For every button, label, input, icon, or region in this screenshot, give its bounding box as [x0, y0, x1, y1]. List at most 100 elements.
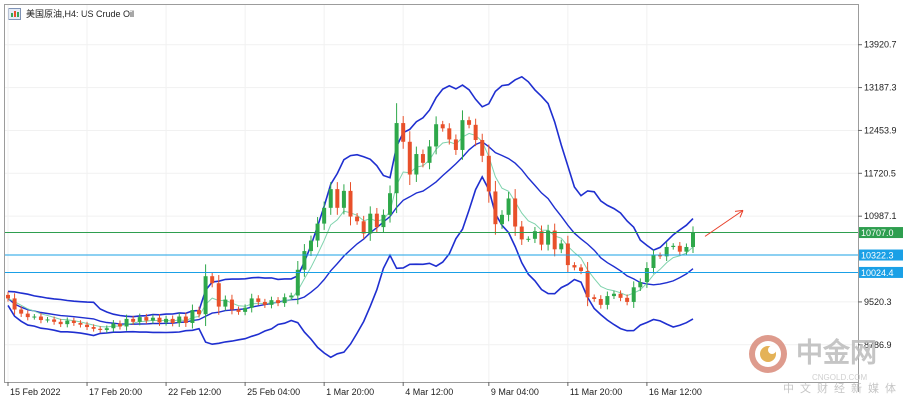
candle-body — [38, 316, 43, 321]
candle-body — [579, 267, 584, 271]
candle-body — [111, 323, 116, 329]
watermark-text: 中金网 — [796, 337, 877, 368]
candle-body — [289, 295, 294, 298]
level-price-tag — [859, 227, 903, 239]
candle-body — [236, 309, 241, 312]
candle-body — [440, 124, 445, 129]
candle-body — [381, 214, 386, 228]
candle-body — [611, 293, 616, 297]
candle-body — [295, 269, 300, 296]
candle-body — [183, 316, 188, 323]
candle-body — [447, 128, 452, 140]
watermark-logo-icon — [749, 335, 787, 373]
time-tick-label: 25 Feb 04:00 — [247, 387, 300, 397]
time-tick-label: 11 Mar 20:00 — [570, 387, 622, 397]
candle-body — [480, 140, 485, 156]
time-tick-label: 4 Mar 12:00 — [405, 387, 453, 397]
candle-body — [124, 318, 129, 327]
candle-body — [117, 323, 122, 327]
candle-body — [532, 231, 537, 239]
time-tick-label: 17 Feb 20:00 — [89, 387, 142, 397]
candle-body — [164, 318, 169, 323]
candle-body — [45, 319, 50, 321]
price-tick-label: 13920.7 — [864, 40, 897, 50]
candle-body — [414, 154, 419, 175]
candle-body — [625, 297, 630, 302]
candle-body — [644, 268, 649, 283]
candle-body — [513, 198, 518, 227]
time-tick-label: 16 Mar 12:00 — [649, 387, 702, 397]
middle-band-line — [7, 141, 694, 325]
candle-body — [85, 324, 90, 328]
watermark: 中金网 中文财经新媒体 CNGOLD.COM — [749, 335, 896, 395]
time-axis: 15 Feb 2022 17 Feb 20:00 22 Feb 12:00 25 Fe… — [7, 382, 702, 397]
candle-body — [592, 297, 597, 300]
candle-body — [467, 120, 472, 125]
candle-body — [539, 231, 544, 245]
candle-body — [401, 123, 406, 142]
time-tick-label: 9 Mar 04:00 — [491, 387, 539, 397]
candle-body — [651, 255, 656, 269]
candle-body — [322, 207, 327, 224]
arrow-shaft — [704, 209, 744, 237]
candle-body — [526, 238, 531, 240]
upper-band-line — [7, 75, 694, 318]
candle-body — [276, 300, 281, 304]
candle-body — [104, 328, 109, 330]
price-tick-label: 9520.3 — [864, 297, 892, 307]
candle-body — [453, 139, 458, 150]
time-tick-label: 1 Mar 20:00 — [326, 387, 374, 397]
candle-body — [348, 190, 353, 217]
level-price-tag — [859, 249, 903, 261]
price-tick-label: 10987.1 — [864, 211, 897, 221]
candle-body — [355, 216, 360, 222]
candle-body — [6, 294, 10, 299]
candle-body — [434, 124, 439, 147]
candle-body — [203, 276, 208, 315]
candle-body — [493, 191, 498, 225]
candle-body — [565, 243, 570, 266]
candle-body — [499, 214, 504, 225]
projection-arrow — [704, 209, 744, 237]
candle-body — [361, 221, 366, 234]
candle-body — [368, 213, 373, 234]
candle-body — [638, 282, 643, 288]
bollinger-bands — [7, 75, 694, 359]
price-tick-label: 12453.9 — [864, 125, 897, 135]
candle-body — [394, 123, 399, 194]
candle-body — [170, 318, 175, 323]
grid — [5, 5, 858, 382]
level-price-tag — [859, 266, 903, 278]
candle-body — [137, 317, 142, 322]
candle-body — [216, 283, 221, 307]
level-price-label: 10024.4 — [861, 268, 894, 278]
candle-body — [460, 120, 465, 150]
candle-body — [664, 246, 669, 257]
candle-body — [91, 327, 96, 329]
candle-body — [19, 309, 24, 314]
candle-body — [12, 298, 17, 310]
symbol-icon — [8, 8, 21, 20]
candle-body — [691, 232, 695, 247]
candle-body — [308, 240, 313, 252]
candle-body — [677, 245, 682, 252]
candle-body — [546, 230, 551, 245]
candle-body — [177, 316, 182, 323]
candle-body — [223, 299, 228, 307]
candle-body — [552, 230, 557, 250]
candle-body — [98, 328, 103, 330]
time-tick-label: 15 Feb 2022 — [10, 387, 61, 397]
arrow-head-icon — [734, 209, 744, 218]
horizontal-levels[interactable]: 10707.0 10322.3 10024.4 — [5, 227, 903, 278]
price-tick-label: 8786.9 — [864, 340, 892, 350]
candle-body — [631, 287, 636, 302]
candles — [6, 103, 695, 333]
price-axis: 13920.7 13187.3 12453.9 11720.5 10987.1 9520.… — [858, 40, 897, 350]
lower-band-line — [7, 175, 694, 359]
candle-body — [52, 319, 57, 322]
price-tick-label: 11720.5 — [864, 168, 896, 178]
candle-body — [78, 322, 83, 325]
candle-body — [473, 124, 478, 141]
